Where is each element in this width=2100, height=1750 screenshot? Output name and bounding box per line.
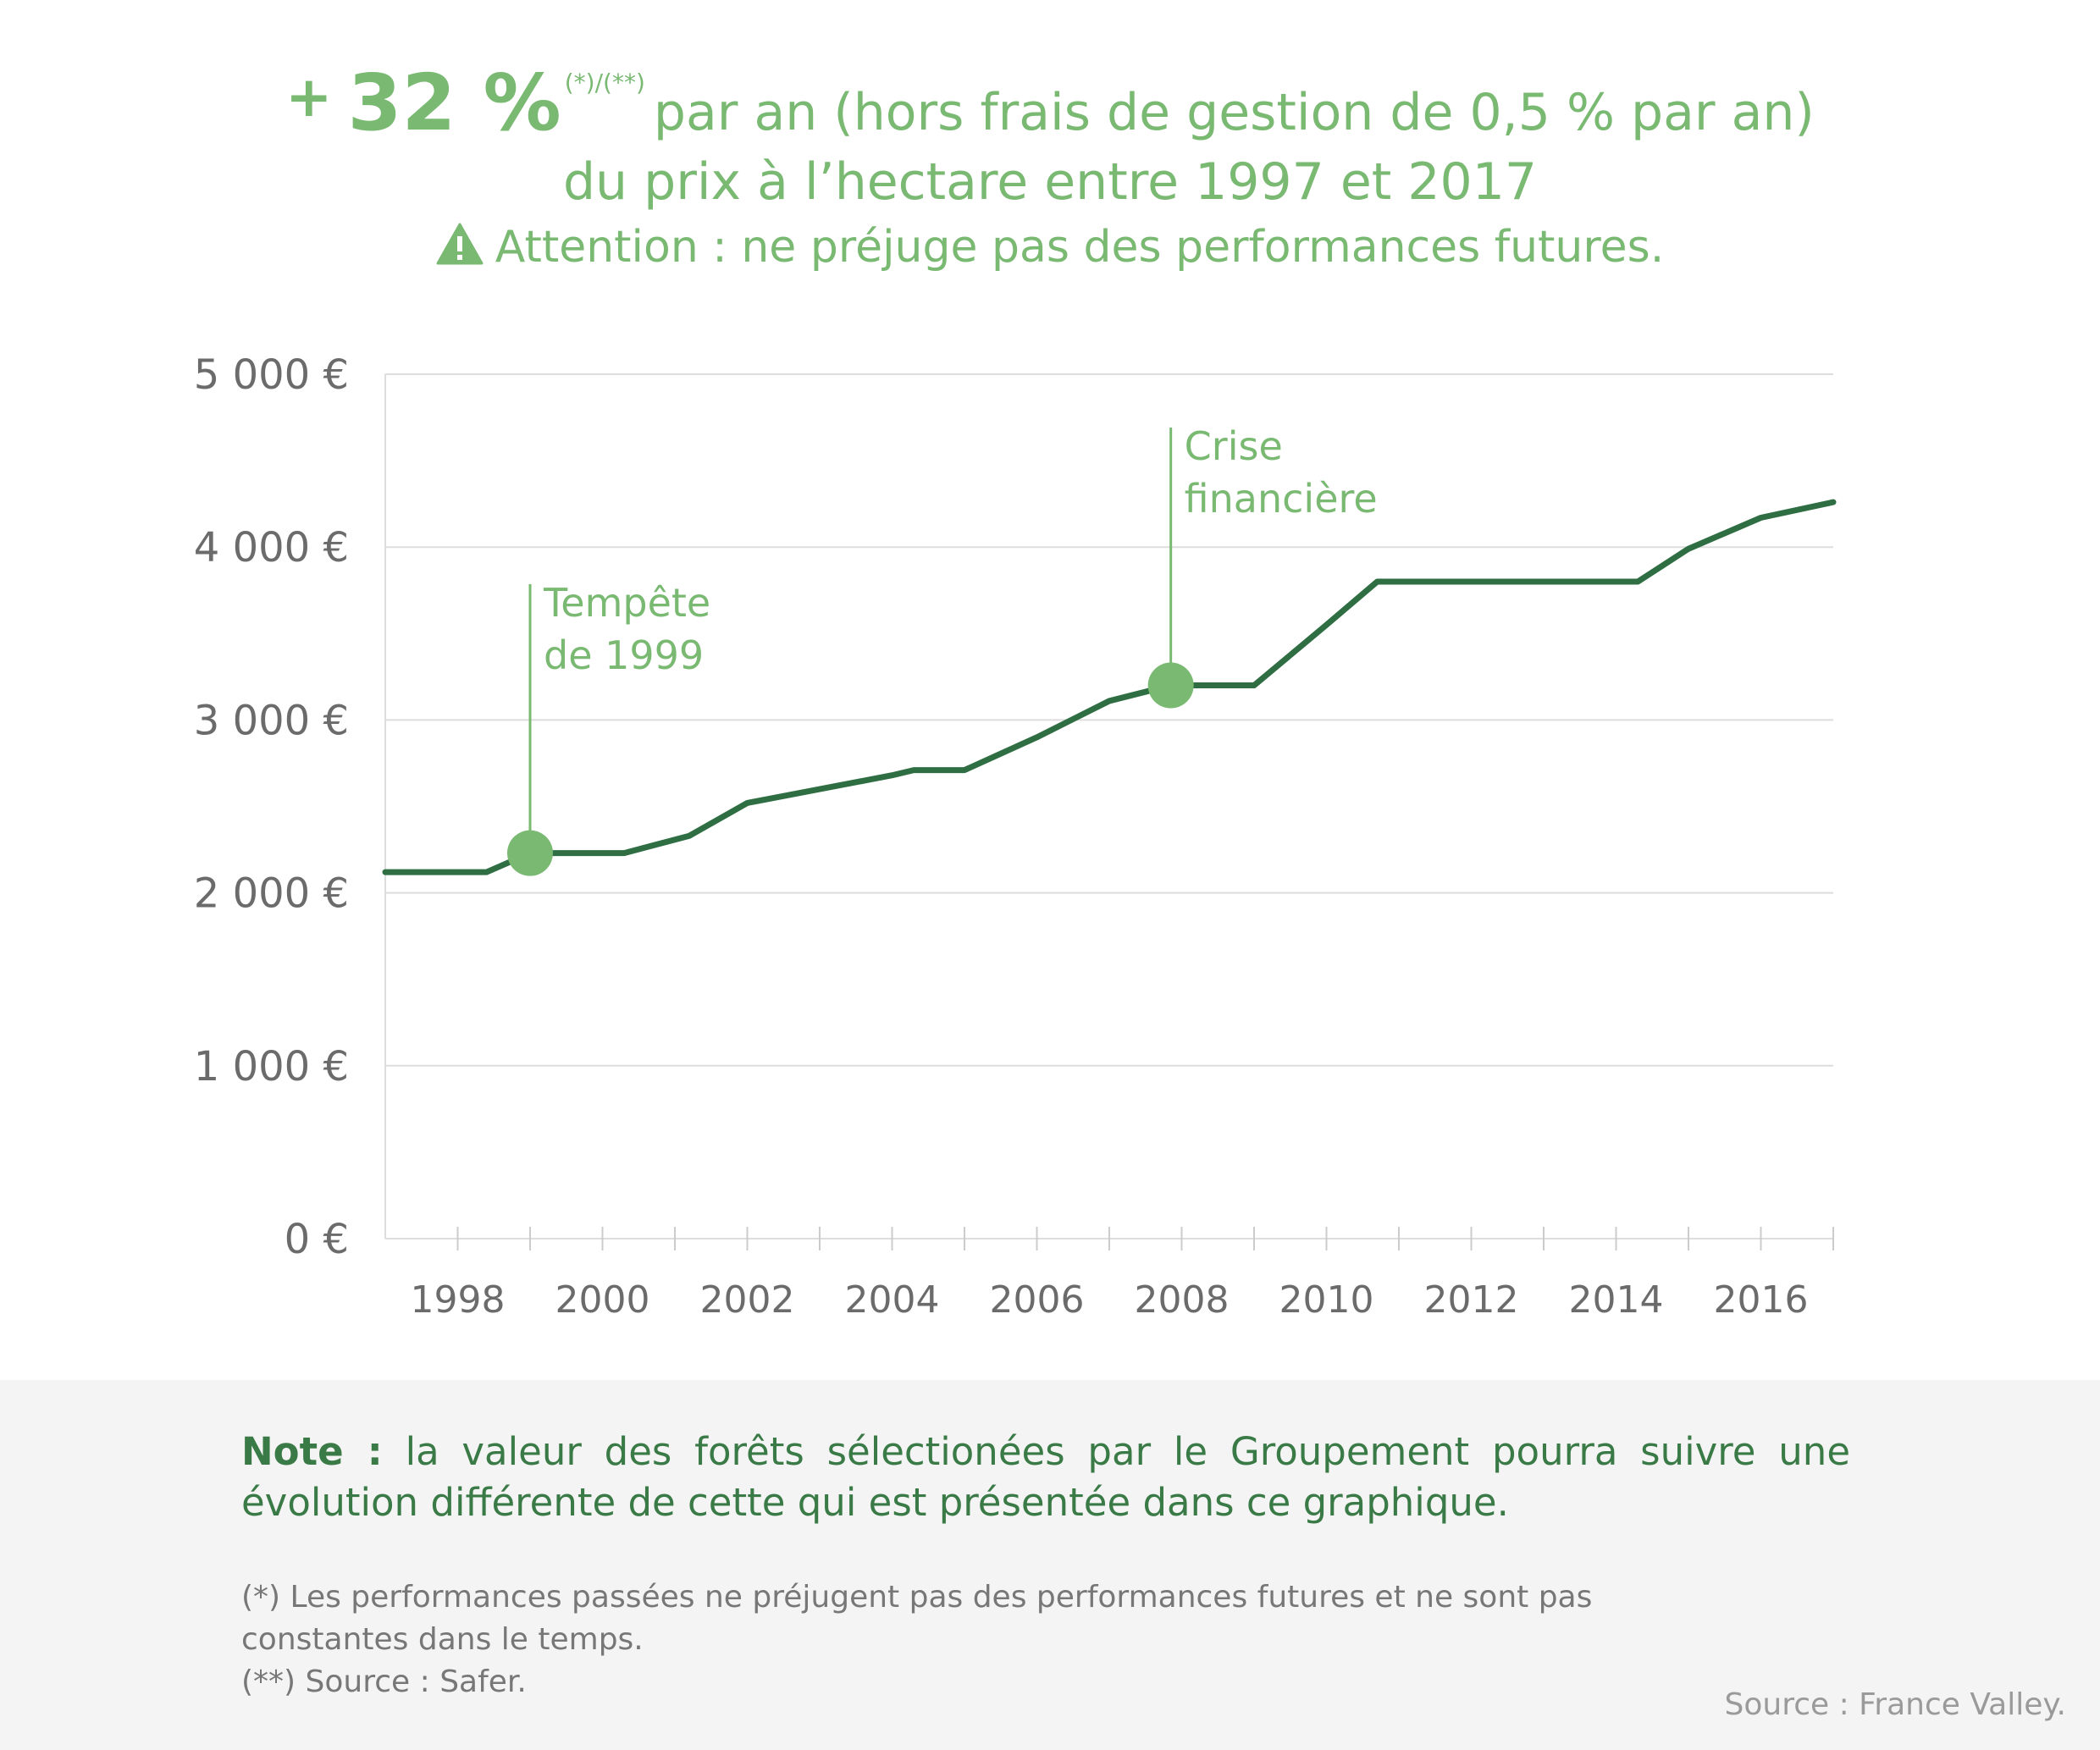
warning-line: Attention : ne préjuge pas des performan… <box>0 222 2100 273</box>
x-tick-label-2002: 2002 <box>700 1278 795 1322</box>
note-label: Note : <box>241 1429 383 1474</box>
footnote-2: (**) Source : Safer. <box>241 1664 527 1699</box>
axes <box>384 374 1834 1250</box>
y-tick-label-3000: 3 000 € <box>194 697 349 744</box>
warning-text: Attention : ne préjuge pas des performan… <box>495 222 1665 273</box>
headline-line2: du prix à l’hectare entre 1997 et 2017 <box>562 152 1538 212</box>
event-label-0-line-1: de 1999 <box>544 632 704 678</box>
x-tick-label-1998: 1998 <box>411 1278 506 1322</box>
headline-superscript: (*)/(**) <box>564 69 645 97</box>
note-paragraph: Note : la valeur des forêts sélectionées… <box>241 1427 1850 1528</box>
line-chart: 0 € 1 000 € 2 000 € 3 000 € 4 000 € 5 000 € 1… <box>194 351 1837 1322</box>
x-tick-label-2006: 2006 <box>990 1278 1085 1322</box>
x-tick-label-2008: 2008 <box>1135 1278 1230 1322</box>
series-line-0 <box>382 499 1837 875</box>
y-tick-label-4000: 4 000 € <box>194 524 349 571</box>
chart-headline: +32 % (*)/(**) par an (hors frais de gesti… <box>0 52 2100 215</box>
event-label-1-line-1: financière <box>1185 476 1378 522</box>
y-tick-label-1000: 1 000 € <box>194 1043 349 1090</box>
note-panel <box>0 1380 2100 1750</box>
event-marker-1 <box>1147 662 1194 709</box>
event-label-0-line-0: Tempête <box>543 580 710 626</box>
footnotes: (*) Les performances passées ne préjugen… <box>241 1576 1766 1703</box>
headline-line1-rest: par an (hors frais de gestion de 0,5 % p… <box>653 83 1815 142</box>
x-tick-label-2016: 2016 <box>1714 1278 1809 1322</box>
y-tick-labels: 0 € 1 000 € 2 000 € 3 000 € 4 000 € 5 000 € <box>194 351 349 1263</box>
x-tick-label-2014: 2014 <box>1569 1278 1664 1322</box>
event-marker-0 <box>507 830 553 876</box>
note-text: la valeur des forêts sélectionées par le… <box>241 1429 1850 1525</box>
x-tick-label-2000: 2000 <box>555 1278 650 1322</box>
y-tick-label-2000: 2 000 € <box>194 870 349 918</box>
x-tick-labels: 1998 2000 2002 2004 2006 2008 2010 2012 2014 2016 <box>411 1278 1809 1322</box>
warning-triangle-icon <box>436 223 484 265</box>
x-tick-label-2010: 2010 <box>1279 1278 1374 1322</box>
footnote-1: (*) Les performances passées ne préjugen… <box>241 1580 1593 1657</box>
source-credit: Source : France Valley. <box>1724 1687 2066 1722</box>
y-tick-label-5000: 5 000 € <box>194 351 349 399</box>
headline-plus: + <box>285 64 333 130</box>
event-label-1-line-0: Crise <box>1185 423 1283 469</box>
x-tick-label-2012: 2012 <box>1424 1278 1519 1322</box>
event-annotations: Tempête de 1999 Crise financière <box>507 423 1378 876</box>
headline-big-value: 32 % <box>347 58 561 148</box>
series-layer <box>382 499 1837 875</box>
grid-lines <box>385 373 1833 1067</box>
x-tick-label-2004: 2004 <box>845 1278 940 1322</box>
y-tick-label-0: 0 € <box>285 1216 349 1263</box>
